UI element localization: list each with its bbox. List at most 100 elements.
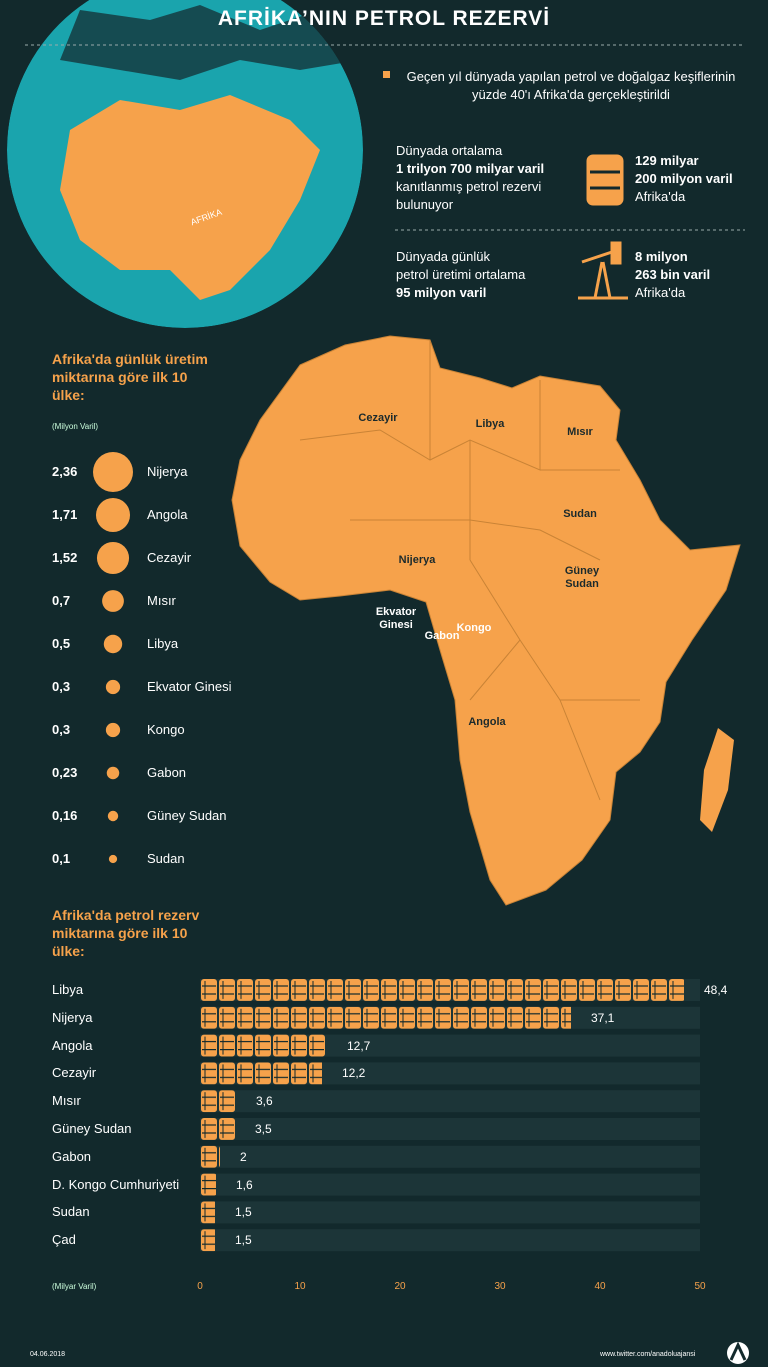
fact-line: Dünyada ortalama bbox=[396, 143, 503, 158]
map-label: Angola bbox=[468, 716, 506, 728]
category-label: Güney Sudan bbox=[52, 1121, 132, 1136]
chart-title: Afrika'da günlük üretim miktarına göre i… bbox=[52, 351, 208, 403]
pump-icon bbox=[578, 241, 628, 300]
fact-world: Dünyada günlük petrol üretimi ortalama 9… bbox=[396, 248, 525, 302]
bar bbox=[200, 1201, 215, 1224]
map-label: Kongo bbox=[456, 622, 492, 634]
bubble bbox=[107, 810, 119, 822]
fact-line: Afrika'da bbox=[635, 285, 686, 300]
x-tick-label: 40 bbox=[594, 1281, 606, 1292]
title: AFRİKA’NIN PETROL REZERVİ bbox=[217, 7, 551, 30]
value-label: 2,36 bbox=[52, 464, 78, 479]
chart-unit: (Milyar Varil) bbox=[52, 1282, 97, 1291]
chart-title: Afrika'da petrol rezerv miktarına göre i… bbox=[52, 907, 200, 959]
barrel-icon bbox=[586, 154, 624, 206]
map-label: Güney Sudan bbox=[564, 565, 600, 590]
bubble bbox=[95, 497, 131, 533]
bar bbox=[200, 1006, 571, 1029]
category-label: Cezayir bbox=[52, 1065, 97, 1081]
fact-line: Dünyada günlük bbox=[396, 249, 490, 264]
bar-track bbox=[200, 1062, 700, 1085]
map-label: Sudan bbox=[563, 508, 597, 520]
value-label: 12,2 bbox=[342, 1066, 366, 1081]
bubble bbox=[102, 590, 124, 612]
logo bbox=[727, 1341, 749, 1364]
bubble bbox=[105, 722, 121, 738]
bar bbox=[200, 1062, 322, 1085]
x-tick-label: 0 bbox=[197, 1281, 203, 1292]
fact-africa: 129 milyar 200 milyon varil Afrika'da bbox=[635, 152, 733, 206]
bar bbox=[200, 979, 684, 1001]
category-label: Libya bbox=[147, 636, 179, 651]
fact-line: petrol üretimi ortalama bbox=[396, 267, 526, 282]
category-label: Sudan bbox=[147, 851, 185, 866]
category-label: Libya bbox=[52, 982, 84, 997]
x-tick-label: 50 bbox=[694, 1281, 706, 1292]
value-label: 1,5 bbox=[235, 1233, 252, 1248]
category-label: Mısır bbox=[52, 1093, 81, 1109]
fact-line: 95 milyon varil bbox=[396, 285, 487, 300]
category-label: Cezayir bbox=[147, 550, 192, 565]
category-label: Angola bbox=[147, 507, 188, 522]
footer-source: www.twitter.com/anadoluajansi bbox=[600, 1351, 696, 1358]
bar bbox=[200, 1118, 235, 1140]
bubble bbox=[108, 854, 118, 864]
value-label: 2 bbox=[240, 1149, 247, 1164]
value-label: 37,1 bbox=[591, 1010, 615, 1025]
value-label: 3,6 bbox=[256, 1094, 273, 1109]
bar-track bbox=[200, 1118, 700, 1140]
africa-map bbox=[231, 335, 741, 906]
value-label: 0,5 bbox=[52, 636, 71, 651]
bar-track bbox=[200, 1173, 700, 1196]
category-label: Çad bbox=[52, 1232, 76, 1248]
bubble bbox=[103, 634, 123, 654]
intro: Geçen yıl dünyada yapılan petrol ve doğa… bbox=[406, 69, 736, 102]
bubble bbox=[106, 766, 120, 780]
x-tick-label: 10 bbox=[294, 1281, 306, 1292]
fact-world: Dünyada ortalama 1 trilyon 700 milyar va… bbox=[396, 142, 544, 214]
fact-line: bulunuyor bbox=[396, 197, 454, 212]
category-label: Gabon bbox=[147, 765, 187, 780]
value-label: 0,3 bbox=[52, 679, 71, 694]
value-label: 0,3 bbox=[52, 722, 71, 737]
value-label: 0,7 bbox=[52, 593, 71, 608]
bar-track bbox=[200, 1145, 700, 1168]
fact-line: 200 milyon varil bbox=[635, 171, 733, 186]
category-label: Gabon bbox=[52, 1148, 92, 1164]
map-label: Nijerya bbox=[398, 554, 436, 566]
bar bbox=[200, 1034, 327, 1057]
bubble bbox=[96, 541, 130, 575]
fact-line: kanıtlanmış petrol rezervi bbox=[396, 179, 542, 194]
fact-line: 129 milyar bbox=[635, 153, 699, 168]
fact-line: 263 bin varil bbox=[635, 267, 711, 282]
value-label: 0,16 bbox=[52, 808, 78, 823]
value-label: 0,1 bbox=[52, 851, 71, 866]
value-label: 1,6 bbox=[236, 1177, 253, 1192]
bullet bbox=[383, 71, 390, 78]
value-label: 1,5 bbox=[235, 1205, 252, 1220]
x-tick-label: 20 bbox=[394, 1281, 406, 1292]
footer-date: 04.06.2018 bbox=[30, 1351, 66, 1358]
map-label: Cezayir bbox=[358, 412, 398, 424]
fact-line: Afrika'da bbox=[635, 189, 686, 204]
category-label: Mısır bbox=[147, 593, 176, 608]
category-label: D. Kongo Cumhuriyeti bbox=[52, 1176, 180, 1192]
bar bbox=[200, 1229, 215, 1252]
map-label: Ekvator Ginesi bbox=[375, 606, 417, 631]
fact-africa: 8 milyon 263 bin varil Afrika'da bbox=[635, 248, 710, 302]
bar bbox=[200, 1173, 216, 1196]
category-label: Angola bbox=[52, 1037, 93, 1053]
globe bbox=[7, 0, 363, 328]
category-label: Nijerya bbox=[52, 1009, 93, 1025]
category-label: Ekvator Ginesi bbox=[147, 679, 232, 694]
category-label: Nijerya bbox=[147, 464, 188, 479]
value-label: 3,5 bbox=[255, 1122, 272, 1136]
bar-track bbox=[200, 1229, 700, 1252]
value-label: 1,71 bbox=[52, 507, 78, 522]
map-label: Mısır bbox=[567, 426, 593, 438]
category-label: Sudan bbox=[52, 1204, 90, 1220]
fact-line: 1 trilyon 700 milyar varil bbox=[396, 161, 545, 176]
chart-unit: (Milyon Varil) bbox=[52, 422, 99, 431]
